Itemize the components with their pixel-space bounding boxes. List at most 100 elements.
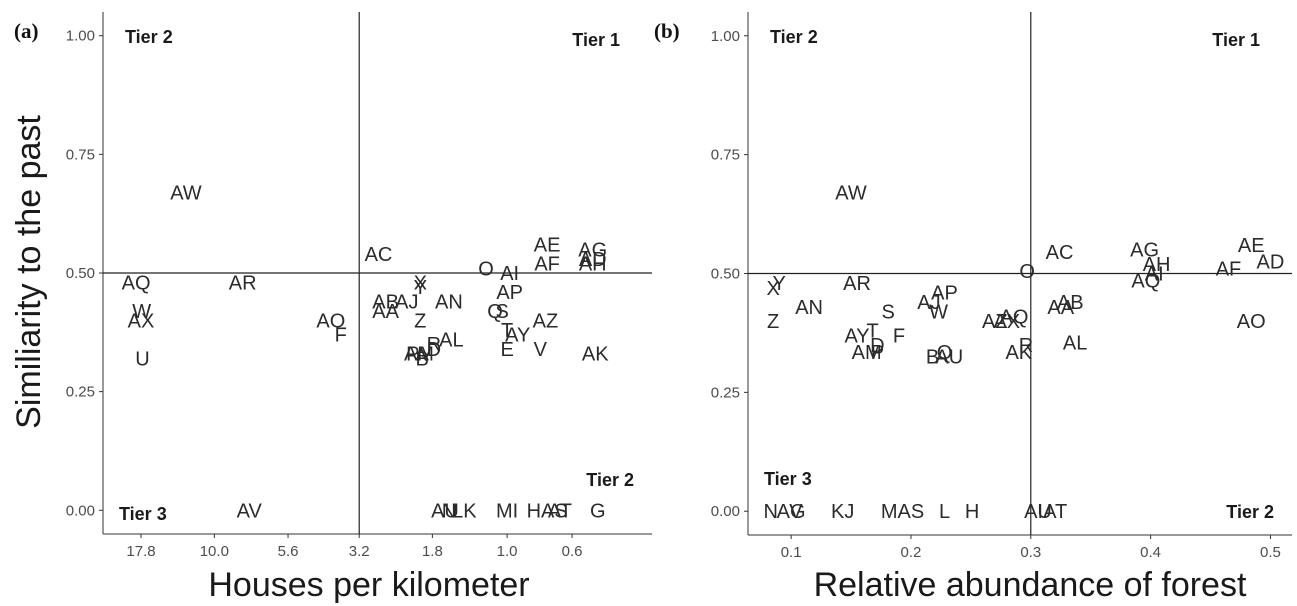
panel-a-point-label: S	[495, 301, 508, 323]
panel-a-tier-label: Tier 2	[125, 27, 173, 47]
panel-a-point-label: U	[135, 348, 149, 370]
panel-b-x-tick-label: 0.3	[1020, 544, 1041, 561]
panel-a-point-label: AU	[431, 500, 459, 522]
panel-b: (b) Relative abundance of forest 0.00 0.2…	[654, 12, 1292, 604]
panel-a-point-label: X	[414, 272, 427, 294]
panel-b-point-label: Y	[772, 273, 785, 295]
panel-b-point-label: AE	[1238, 235, 1265, 257]
panel-a-x-tick-label: 0.6	[562, 543, 583, 560]
panel-b-point-label: N	[764, 501, 778, 523]
panel-a-point-label: N	[442, 500, 456, 522]
panel-b-point-label: AQ	[1000, 306, 1029, 328]
panel-a-point-label: AT	[548, 500, 572, 522]
panel-b-point-label: KJ	[831, 501, 854, 523]
panel-a-y-tick-label: 0.50	[66, 265, 95, 282]
panel-a-point-label: G	[590, 500, 606, 522]
panel-a-point-label: AI	[500, 263, 519, 285]
panel-a-y-tick-label: 1.00	[66, 28, 95, 45]
panel-a-point-label: AO	[316, 310, 345, 332]
panel-b-point-label: AG	[777, 501, 806, 523]
panel-a-point-label: AW	[170, 182, 202, 204]
panel-b-x-tick-label: 0.4	[1140, 544, 1161, 561]
panel-a-x-tick-label: 10.0	[200, 543, 229, 560]
panel-a-point-label: R	[427, 334, 441, 356]
panel-a-x-tick-label: 3.2	[349, 543, 370, 560]
panel-b-point-label: AH	[1143, 254, 1171, 276]
panel-b-x-tick-label: 0.2	[901, 544, 922, 561]
panel-a-point-label: AC	[365, 244, 393, 266]
panel-b-point-label: AX	[993, 311, 1020, 333]
panel-a-xlabel: Houses per kilometer	[208, 566, 529, 604]
panel-a: (a) Similiarity to the past Houses per k…	[10, 12, 652, 604]
panel-a-point-label: AB	[372, 291, 399, 313]
panel-a-point-label: AY	[505, 325, 530, 347]
panel-b-y-tick-label: 1.00	[711, 28, 740, 45]
panel-a-point-label: AG	[578, 239, 607, 261]
panel-b-point-label: R	[1019, 335, 1033, 357]
panel-a-point-label: AK	[582, 344, 609, 366]
panel-a-point-label: HAS	[527, 500, 568, 522]
panel-b-point-label: T	[867, 321, 879, 343]
panel-b-tier-label: Tier 2	[770, 27, 818, 47]
panel-b-point-label: Z	[767, 311, 779, 333]
panel-a-point-label: Q	[487, 301, 503, 323]
panel-a-point-label: P	[406, 344, 419, 366]
panel-a-point-label: AX	[128, 310, 155, 332]
panel-b-point-label: L	[939, 501, 950, 523]
panel-b-tier-label: Tier 3	[764, 469, 812, 489]
panel-b-point-label: AU	[935, 347, 963, 369]
panel-b-point-label: AM	[852, 342, 882, 364]
panel-a-y-tick-label: 0.25	[66, 384, 95, 401]
panel-b-label: (b)	[654, 19, 680, 43]
panel-a-point-label: O	[478, 258, 494, 280]
panel-b-y-tick-label: 0.00	[711, 503, 740, 520]
panel-a-point-label: AM	[404, 344, 434, 366]
panel-a-point-label: W	[132, 301, 151, 323]
panel-b-point-label: AK	[1005, 342, 1032, 364]
panel-a-x-tick-label: 17.8	[126, 543, 155, 560]
panel-b-tier-label: Tier 2	[1226, 502, 1274, 522]
panel-a-point-label: D	[427, 339, 441, 361]
panel-b-point-label: AQ	[1131, 271, 1160, 293]
panel-a-point-label: LK	[452, 500, 477, 522]
panel-a-point-label: MI	[496, 500, 518, 522]
panel-b-point-label: V	[789, 501, 803, 523]
panel-a-point-label: Z	[414, 310, 426, 332]
panel-b-point-label: F	[893, 325, 905, 347]
panel-a-point-label: E	[500, 339, 513, 361]
panel-b-point-label: AA	[1047, 297, 1074, 319]
panel-b-xlabel: Relative abundance of forest	[814, 566, 1247, 604]
panel-b-y-tick-label: 0.50	[711, 266, 740, 283]
panel-b-point-label: AN	[795, 297, 823, 319]
panel-a-tier-label: Tier 1	[572, 30, 620, 50]
panel-b-point-label: AF	[1216, 259, 1242, 281]
panel-b-point-label: AD	[1257, 252, 1285, 274]
panel-b-point-label: AU	[1024, 501, 1052, 523]
panel-b-point-label: B	[926, 347, 939, 369]
panel-a-y-tick-label: 0.00	[66, 502, 95, 519]
panel-a-point-label: AL	[439, 329, 463, 351]
panel-a-point-label: AH	[579, 254, 607, 276]
panel-a-point-label: AJ	[395, 291, 418, 313]
panel-b-point-label: AO	[1237, 311, 1266, 333]
panel-b-point-label: AJ	[917, 292, 940, 314]
panel-a-point-label: AP	[496, 282, 523, 304]
panel-a-ylabel: Similiarity to the past	[10, 115, 48, 429]
panel-b-point-label: H	[965, 501, 979, 523]
panel-a-point-label: AR	[229, 272, 257, 294]
panel-b-point-label: D	[870, 335, 884, 357]
panel-b-point-label: AR	[843, 273, 871, 295]
panel-a-point-label: B	[416, 348, 429, 370]
panel-a-tier-label: Tier 2	[586, 470, 634, 490]
panel-b-point-label: AC	[1046, 242, 1074, 264]
panel-a-x-tick-label: 1.0	[497, 543, 518, 560]
panel-b-point-label: X	[766, 278, 779, 300]
panel-b-tier-label: Tier 1	[1212, 30, 1260, 50]
panel-b-point-label: Q	[937, 342, 953, 364]
panel-b-point-label: AZ	[982, 311, 1008, 333]
panel-a-point-label: AF	[534, 254, 560, 276]
panel-a-point-label: AV	[237, 500, 263, 522]
panel-b-point-label: O	[1019, 261, 1035, 283]
panel-b-point-label: AW	[835, 183, 867, 205]
panel-a-point-label: AA	[372, 301, 399, 323]
